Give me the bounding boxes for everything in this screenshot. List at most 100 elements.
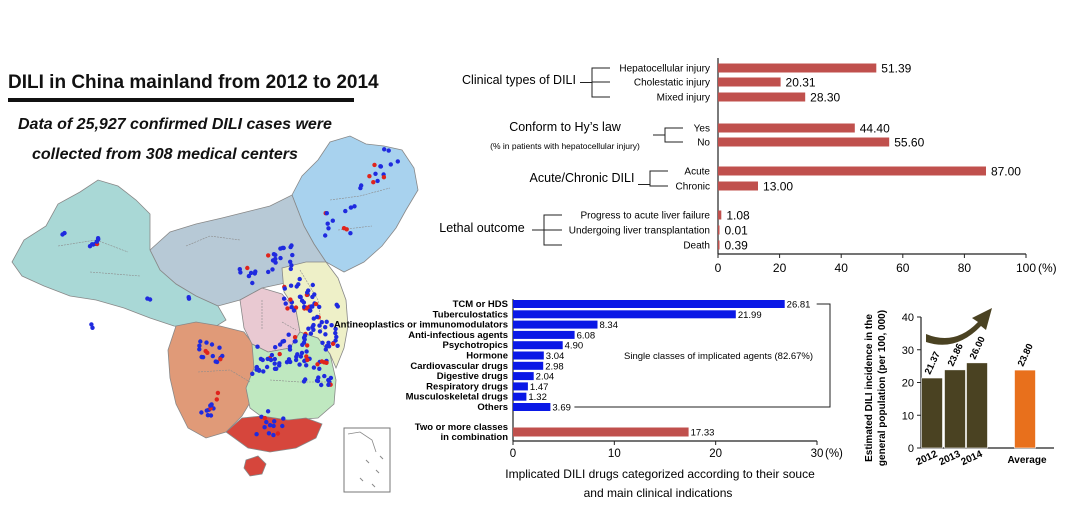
medical-center-dot-blue [335,304,340,309]
bar [513,392,527,401]
medical-center-dot-red [367,174,372,179]
china-map [11,135,419,477]
data-label: 23.80 [1016,342,1036,368]
bar [513,403,551,411]
medical-center-dot-blue [281,338,287,344]
inset-islands [365,459,370,464]
medical-center-dot-red [245,265,250,271]
y-tick-label: 0 [908,443,914,455]
province-border [185,235,241,247]
medical-center-dot-blue [266,269,271,275]
inset-coastline [347,431,377,453]
y-tick-label: 30 [902,345,914,357]
medical-center-dot-blue [293,357,299,363]
group-label: Clinical types of DILI [462,73,576,87]
data-label: 1.47 [530,382,549,393]
medical-center-dot-blue [267,423,273,428]
medical-center-dot-blue [248,270,254,276]
x-unit-label: (%) [1038,261,1057,275]
category-label: Acute [684,167,710,178]
medical-center-dot-blue [304,349,309,354]
medical-center-dot-red [215,390,221,396]
x-tick-label: 0 [510,448,516,460]
bar [513,320,598,329]
medical-center-dot-blue [272,356,277,362]
data-label: 87.00 [991,165,1021,179]
medical-center-dot-blue [388,162,393,167]
data-label: 20.31 [786,76,816,90]
medical-center-dot-red [218,357,223,362]
medical-center-dot-blue [288,244,293,250]
province-border [197,369,251,383]
map-region-east [281,261,349,370]
medical-center-dot-blue [333,326,338,332]
medical-center-dot-blue [272,361,277,366]
medical-center-dot-blue [214,359,220,365]
medical-center-dot-blue [278,255,283,261]
medical-center-dot-blue [359,183,364,188]
medical-center-dot-blue [297,362,302,367]
medical-center-dot-blue [186,295,191,300]
medical-center-dot-blue [293,339,298,344]
data-label: 28.30 [810,91,840,105]
category-label: Hormone [466,351,508,362]
province-border [269,379,330,383]
x-tick-label: 100 [1016,261,1036,275]
data-label: 21.37 [923,350,943,376]
medical-center-dot-blue [302,337,307,342]
clinical-outcomes-chart: 0 20 40 60 80 100 (%) Clinical types of DILI Hep… [439,58,1057,275]
category-label: Antineoplastics or immunomodulators [334,320,508,331]
y-tick-label: 10 [902,410,914,422]
map-region-northwest [11,179,227,331]
bar [513,372,534,381]
medical-center-dot-blue [277,363,282,368]
data-label: 1.32 [528,392,547,403]
category-label: Mixed injury [657,93,710,104]
subtitle-line-1: Data of 25,927 confirmed DILI cases were [18,116,332,133]
medical-center-dot-blue [280,245,285,251]
category-label: Digestive drugs [437,371,508,382]
medical-center-dot-blue [352,204,357,209]
medical-center-dot-blue [317,329,323,334]
data-label: 26.00 [968,335,988,361]
y-tick-label: 20 [902,378,914,390]
group-bracket [649,170,668,187]
medical-center-dot-blue [89,322,94,327]
medical-center-dot-red [304,354,309,359]
province-border [89,271,141,277]
medical-center-dot-blue [199,354,204,360]
medical-center-dot-blue [204,408,209,413]
bar [718,137,890,147]
group-label: Lethal outcome [439,221,525,235]
medical-center-dot-blue [288,266,293,272]
medical-center-dot-blue [296,282,301,287]
medical-center-dot-blue [277,342,283,347]
data-label: 6.08 [577,330,596,341]
category-label: Hepatocellular injury [619,64,710,75]
single-classes-annotation: Single classes of implicated agents (82.… [624,351,813,362]
medical-center-dot-blue [304,363,309,368]
category-label: Musculoskeletal drugs [406,392,508,403]
subtitle-line-2: collected from 308 medical centers [32,146,298,163]
bar [718,225,720,235]
medical-center-dot-blue [316,375,321,380]
category-label: Cardiovascular drugs [410,361,508,372]
medical-center-dot-blue [260,357,265,363]
medical-center-dot-blue [246,273,252,279]
medical-center-dot-blue [348,205,354,210]
medical-center-dot-blue [378,164,383,169]
medical-center-dot-blue [320,340,325,345]
bar [1014,369,1036,449]
medical-center-dot-blue [328,375,334,381]
medical-center-dot-blue [290,252,295,258]
medical-center-dot-blue [307,308,313,313]
data-label: 21.99 [738,310,762,321]
x-tick-label: 60 [896,261,910,275]
medical-center-dot-red [305,357,310,363]
medical-center-dot-blue [253,269,258,274]
category-label: Yes [694,124,710,135]
data-label: 2.04 [536,372,555,383]
implicated-drugs-chart: 0 10 20 30 (%) TCM or HDS 26.81 Tuberculostatic… [334,299,843,500]
province-border [299,269,323,331]
